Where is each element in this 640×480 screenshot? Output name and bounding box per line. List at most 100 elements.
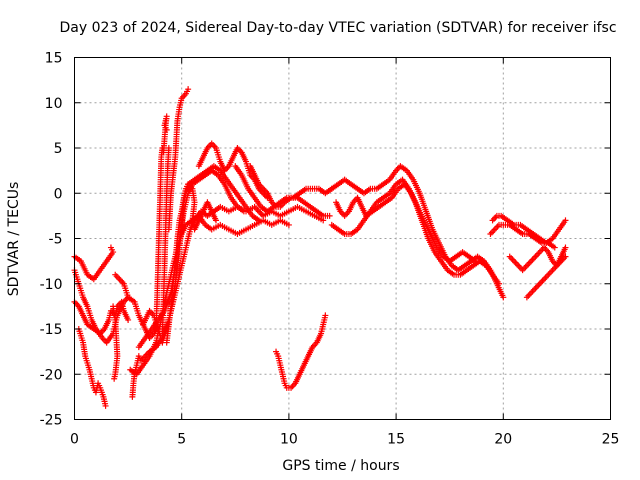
axis-ticks (74, 57, 611, 420)
data-point (135, 353, 143, 362)
data-point (416, 190, 429, 213)
data-point (425, 235, 437, 254)
data-point (285, 221, 292, 228)
data-point (348, 227, 359, 237)
data-point (281, 195, 293, 206)
series-17 (247, 163, 333, 219)
data-point (82, 353, 92, 371)
data-point (335, 226, 347, 236)
data-point (500, 294, 507, 301)
data-point (202, 221, 214, 232)
data-point (322, 186, 334, 197)
series-4 (110, 303, 121, 382)
data-point (163, 165, 171, 197)
data-point (277, 209, 290, 219)
data-point (487, 227, 497, 237)
data-point (285, 204, 299, 215)
data-point (255, 185, 265, 195)
data-point (140, 354, 152, 369)
data-point (189, 177, 201, 188)
data-point (465, 253, 477, 263)
data-point (360, 186, 372, 197)
data-point (189, 185, 198, 204)
data-point (373, 182, 385, 192)
data-point (386, 183, 398, 197)
data-point (102, 402, 109, 409)
data-point (97, 259, 109, 274)
data-point (95, 380, 103, 389)
data-point (167, 283, 176, 310)
data-point (221, 181, 234, 199)
data-point (97, 384, 106, 398)
data-point (474, 253, 486, 263)
data-point (152, 301, 160, 332)
data-point (461, 259, 473, 269)
data-point (112, 353, 121, 375)
series-0 (71, 244, 117, 283)
data-point (303, 185, 314, 192)
data-point (348, 181, 359, 191)
data-point (195, 210, 206, 224)
data-point (393, 164, 402, 174)
data-point (238, 172, 251, 190)
data-point (551, 244, 558, 251)
data-point (455, 263, 467, 274)
data-point (268, 218, 282, 228)
data-point (170, 260, 179, 287)
data-point (71, 267, 82, 285)
data-point (532, 250, 542, 260)
x-tick-label: 5 (177, 432, 186, 448)
data-point (341, 230, 352, 237)
data-point (358, 203, 369, 218)
data-point (528, 286, 538, 296)
data-point (165, 210, 173, 233)
data-point (247, 163, 257, 177)
x-tick-labels: 0 5 10 15 20 25 (70, 432, 619, 448)
data-point (328, 221, 340, 232)
data-point (545, 240, 557, 250)
data-point (427, 230, 439, 249)
data-point (504, 217, 516, 227)
data-point (127, 366, 139, 377)
data-marks (71, 86, 569, 409)
data-point (328, 182, 340, 192)
data-point (243, 223, 256, 233)
data-point (204, 164, 216, 174)
data-point (154, 264, 162, 305)
data-point (292, 373, 302, 387)
data-point (277, 217, 290, 227)
data-point (277, 362, 285, 375)
data-point (363, 209, 374, 219)
data-point (156, 192, 164, 233)
data-point (459, 249, 471, 259)
data-point (549, 264, 559, 274)
data-point (131, 298, 142, 317)
data-point (234, 145, 244, 155)
y-tick-label: -20 (40, 367, 63, 383)
x-tick-label: 15 (387, 432, 405, 448)
data-point (438, 258, 450, 272)
series-19 (328, 163, 507, 301)
data-point (300, 199, 312, 209)
data-point (496, 221, 505, 228)
data-point (523, 291, 533, 301)
data-point (240, 208, 247, 215)
data-point (354, 185, 366, 196)
data-point (511, 221, 522, 228)
data-point (99, 335, 109, 345)
series-14 (163, 181, 220, 346)
data-point (350, 196, 360, 206)
data-point (526, 230, 537, 241)
data-point (309, 341, 319, 351)
data-point (90, 268, 102, 283)
data-point (397, 163, 409, 173)
data-point (142, 327, 154, 342)
data-point (369, 204, 381, 215)
data-point (249, 212, 261, 223)
y-tick-label: 10 (45, 96, 63, 112)
data-point (84, 303, 94, 321)
data-point (125, 316, 132, 323)
data-point (277, 195, 289, 206)
data-point (251, 172, 262, 186)
y-tick-label: -5 (49, 232, 63, 248)
